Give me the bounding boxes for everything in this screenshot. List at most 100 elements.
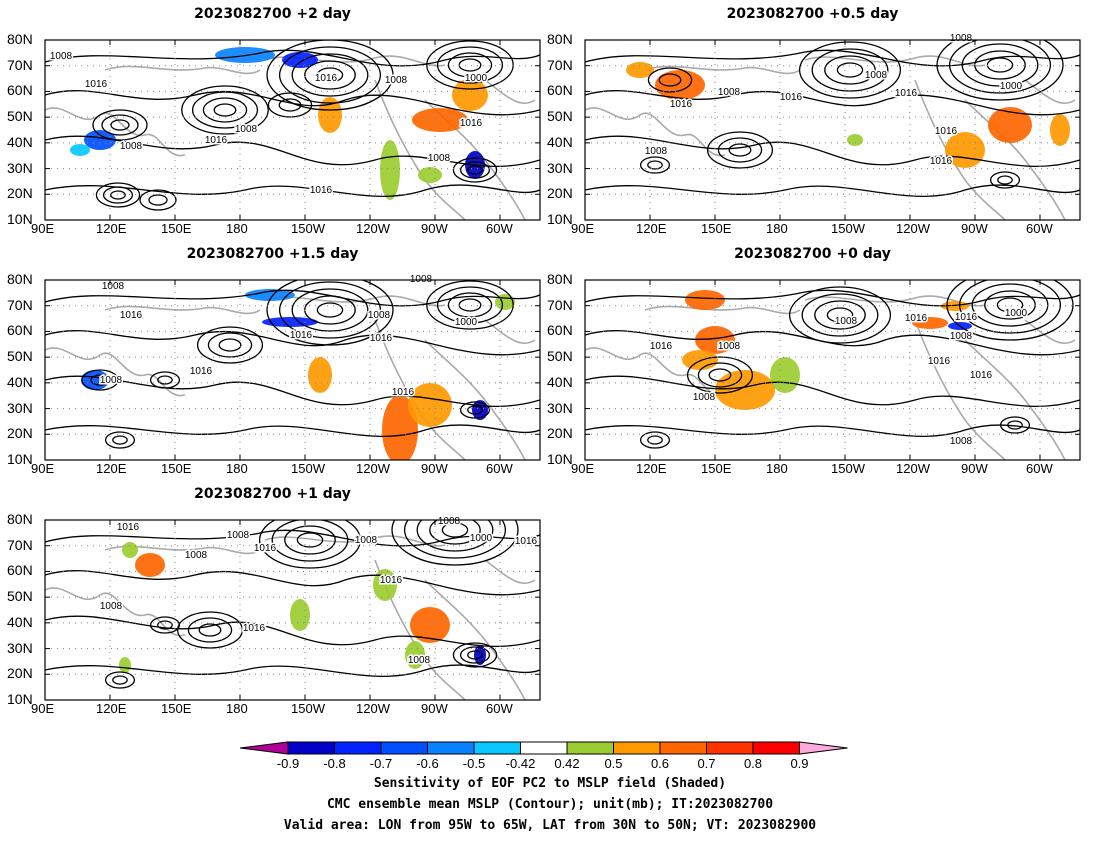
sensitivity-shading — [474, 645, 486, 665]
latitude-tick-label: 10N — [547, 451, 573, 467]
longitude-tick-label: 60W — [1026, 461, 1053, 476]
pressure-centre-contour — [267, 92, 313, 118]
contour-label: 1000 — [470, 533, 493, 544]
pressure-centre-contour — [647, 67, 693, 93]
map-canvas: 1008 1016 1016 1000 1008 1016 1016 1016 1008 1008… — [584, 279, 1081, 461]
longitude-tick-label: 180 — [766, 221, 788, 236]
pressure-centre-contour — [296, 532, 324, 548]
longitude-tick-label: 60W — [486, 221, 513, 236]
pressure-centre-contour — [798, 41, 902, 99]
map-panel-plus1day: 2023082700 +1 day 1016 1008 1016 1008 1000 10… — [0, 480, 545, 716]
colorbar-segment — [240, 741, 289, 755]
longitude-tick-label: 120W — [896, 461, 930, 476]
latitude-tick-label: 10N — [7, 451, 33, 467]
latitude-tick-label: 10N — [547, 211, 573, 227]
pressure-centre-contour — [814, 300, 866, 330]
contour-label: 1016 — [117, 522, 140, 533]
latitude-tick-label: 80N — [7, 31, 33, 47]
isobar-contour — [585, 90, 1080, 116]
latitude-tick-label: 30N — [547, 159, 573, 176]
contour-label: 1008 — [950, 33, 973, 44]
contour-label: 1008 — [950, 436, 973, 447]
longitude-tick-label: 90W — [421, 221, 448, 236]
pressure-centre-contour — [139, 189, 177, 211]
colorbar-tick-label: -0.42 — [505, 756, 536, 771]
pressure-centre-contour — [149, 371, 181, 389]
contour-label: 1016 — [243, 623, 266, 634]
latitude-tick-label: 30N — [7, 399, 33, 416]
contour-label: 1008 — [100, 601, 123, 612]
pressure-centre-contour — [426, 40, 514, 90]
colorbar-segment — [520, 741, 568, 755]
contour-label: 1008 — [718, 87, 741, 98]
pressure-centre-contour — [986, 57, 1014, 73]
contour-label: 1008 — [408, 655, 431, 666]
pressure-centre-contour — [218, 338, 242, 352]
latitude-tick-label: 40N — [547, 133, 573, 150]
pressure-centre-contour — [441, 522, 469, 538]
colorbar-tick-label: 0.5 — [604, 756, 623, 771]
contour-label: 1016 — [670, 99, 693, 110]
map-frame — [44, 39, 541, 221]
pressure-centre-contour — [459, 161, 491, 179]
contour-label: 1016 — [928, 356, 951, 367]
pressure-centre-contour — [971, 283, 1049, 327]
pressure-centre-contour — [104, 431, 136, 449]
contour-label: 1008 — [865, 70, 888, 81]
contour-label: 1016 — [370, 333, 393, 344]
contour-label: 1008 — [50, 51, 73, 62]
latitude-tick-label: 20N — [7, 425, 33, 442]
pressure-centre-contour — [452, 157, 498, 183]
colorbar-segment — [427, 741, 475, 755]
caption-line-2: CMC ensemble mean MSLP (Contour); unit(m… — [326, 797, 774, 812]
latitude-tick-label: 80N — [7, 271, 33, 287]
contour-label: 1008 — [355, 535, 378, 546]
contour-label: 1008 — [718, 341, 741, 352]
longitude-tick-label: 90W — [961, 461, 988, 476]
latitude-tick-label: 70N — [547, 296, 573, 313]
coastline — [484, 559, 536, 585]
sensitivity-shading — [685, 290, 725, 310]
pressure-centre-contour — [278, 98, 302, 112]
sensitivity-shading — [373, 569, 397, 601]
panel-title: 2023082700 +0 day — [734, 246, 891, 262]
pressure-centre-contour — [1007, 420, 1023, 430]
colorbar-segment — [566, 741, 614, 755]
isobar-contour — [45, 664, 540, 677]
map-frame — [584, 39, 1081, 221]
map-canvas: 1008 1016 1016 1008 1016 1008 1000 1016 1008 1016… — [44, 39, 541, 221]
pressure-centre-contour — [459, 401, 491, 419]
pressure-centre-contour — [101, 114, 139, 136]
isobar-contour — [45, 529, 540, 547]
sensitivity-shading — [308, 357, 332, 393]
pressure-centre-contour — [266, 40, 394, 111]
coastline — [914, 79, 1006, 220]
pressure-centre-contour — [90, 374, 110, 386]
pressure-centre-contour — [824, 55, 876, 85]
colorbar-tick-label: 0.9 — [790, 756, 809, 771]
coastline — [45, 347, 186, 397]
isobar-contour — [45, 90, 540, 116]
longitude-tick-label: 120W — [356, 701, 390, 716]
contour-label: 1016 — [780, 92, 803, 103]
coastline — [484, 79, 536, 105]
latitude-tick-label: 50N — [547, 348, 573, 365]
pressure-centre-contour — [686, 356, 754, 394]
map-frame — [44, 279, 541, 461]
pressure-centre-contour — [946, 280, 1074, 341]
latitude-tick-label: 20N — [547, 425, 573, 442]
longitude-tick-label: 90E — [31, 221, 55, 236]
sensitivity-shading — [412, 108, 468, 132]
coastline — [964, 339, 1066, 460]
sensitivity-shading — [452, 79, 488, 111]
longitude-tick-label: 150W — [291, 461, 325, 476]
pressure-centre-contour — [196, 326, 264, 364]
pressure-centre-contour — [181, 85, 269, 135]
pressure-centre-contour — [452, 642, 498, 668]
latitude-tick-label: 70N — [7, 56, 33, 73]
latitude-tick-label: 40N — [7, 373, 33, 390]
coastline — [264, 535, 446, 547]
longitude-tick-label: 150W — [291, 701, 325, 716]
pressure-centre-contour — [258, 520, 362, 569]
colorbar-tick-label: -0.9 — [276, 756, 300, 771]
